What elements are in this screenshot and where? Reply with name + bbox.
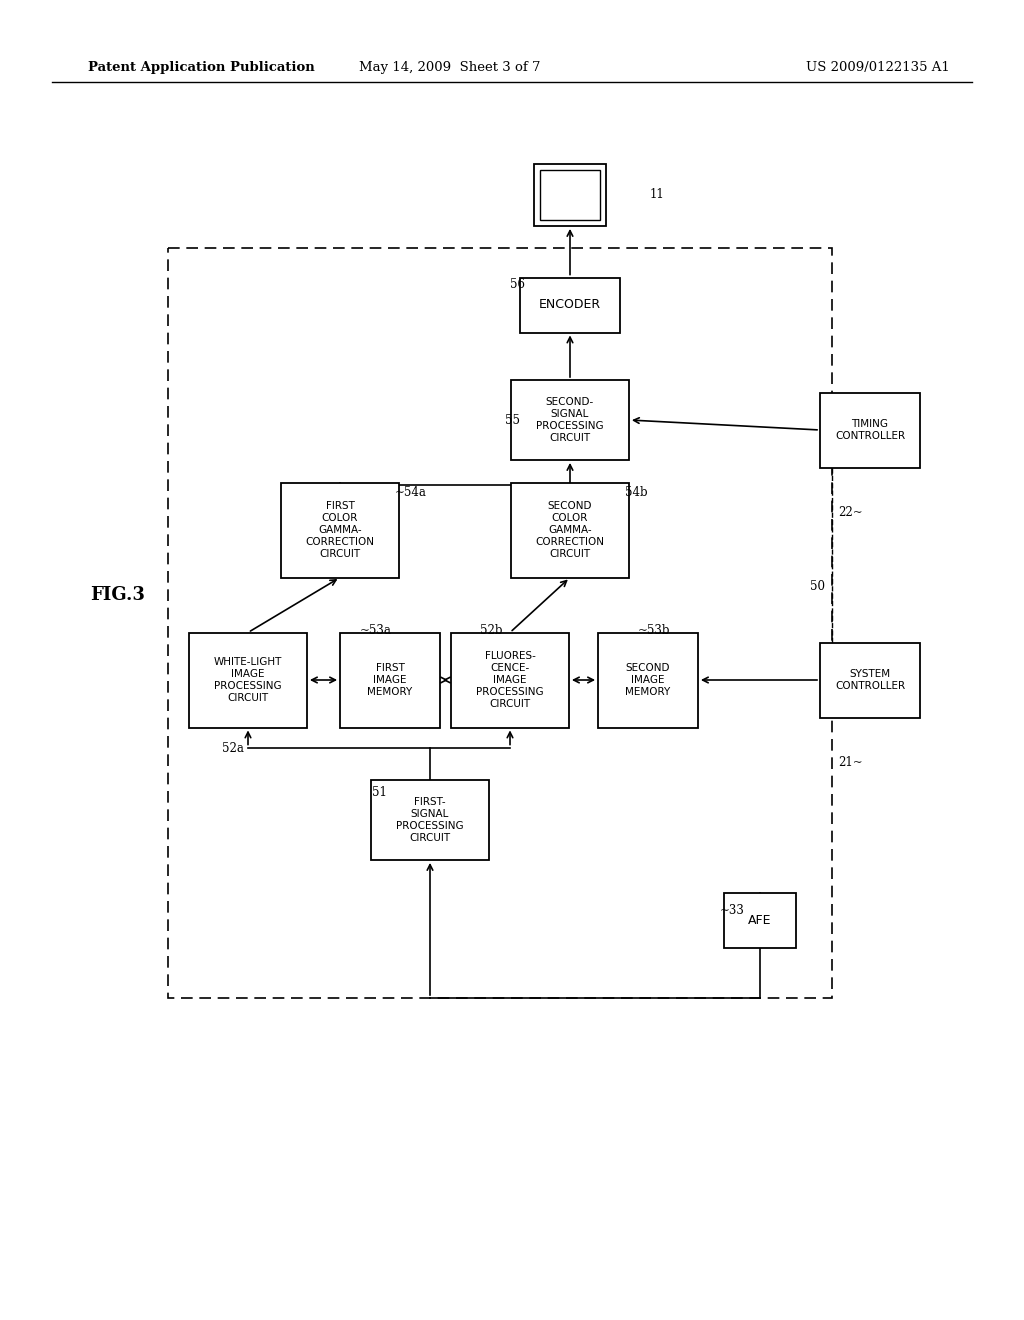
Bar <box>189 632 307 727</box>
Bar <box>820 392 920 467</box>
Bar <box>340 632 440 727</box>
Text: FLUORES-
CENCE-
IMAGE
PROCESSING
CIRCUIT: FLUORES- CENCE- IMAGE PROCESSING CIRCUIT <box>476 651 544 709</box>
Text: WHITE-LIGHT
IMAGE
PROCESSING
CIRCUIT: WHITE-LIGHT IMAGE PROCESSING CIRCUIT <box>214 657 283 704</box>
Bar <box>820 643 920 718</box>
Bar <box>168 248 831 998</box>
Text: 52b: 52b <box>480 623 503 636</box>
Bar <box>511 380 629 459</box>
Bar <box>520 277 620 333</box>
Text: SECOND-
SIGNAL
PROCESSING
CIRCUIT: SECOND- SIGNAL PROCESSING CIRCUIT <box>537 397 604 444</box>
Text: FIRST
COLOR
GAMMA-
CORRECTION
CIRCUIT: FIRST COLOR GAMMA- CORRECTION CIRCUIT <box>305 502 375 558</box>
Bar <box>534 164 606 226</box>
Bar <box>724 892 796 948</box>
Text: FIRST
IMAGE
MEMORY: FIRST IMAGE MEMORY <box>368 663 413 697</box>
Text: SECOND
COLOR
GAMMA-
CORRECTION
CIRCUIT: SECOND COLOR GAMMA- CORRECTION CIRCUIT <box>536 502 604 558</box>
Bar <box>281 483 399 578</box>
Text: 11: 11 <box>650 189 665 202</box>
Text: ~53a: ~53a <box>360 623 392 636</box>
Text: FIRST-
SIGNAL
PROCESSING
CIRCUIT: FIRST- SIGNAL PROCESSING CIRCUIT <box>396 797 464 843</box>
Text: 22~: 22~ <box>838 507 862 520</box>
Text: ENCODER: ENCODER <box>539 298 601 312</box>
Text: TIMING
CONTROLLER: TIMING CONTROLLER <box>835 418 905 441</box>
Text: AFE: AFE <box>749 913 772 927</box>
Text: SECOND
IMAGE
MEMORY: SECOND IMAGE MEMORY <box>626 663 671 697</box>
Text: 52a: 52a <box>222 742 244 755</box>
Text: 54b: 54b <box>625 486 647 499</box>
Text: ~53b: ~53b <box>638 623 671 636</box>
Text: SYSTEM
CONTROLLER: SYSTEM CONTROLLER <box>835 669 905 690</box>
Bar <box>451 632 569 727</box>
Bar <box>598 632 698 727</box>
Text: Patent Application Publication: Patent Application Publication <box>88 62 314 74</box>
Text: May 14, 2009  Sheet 3 of 7: May 14, 2009 Sheet 3 of 7 <box>359 62 541 74</box>
Text: 55: 55 <box>505 413 520 426</box>
Text: ~33: ~33 <box>720 903 744 916</box>
Bar <box>540 170 600 220</box>
Text: 21~: 21~ <box>838 756 862 770</box>
Text: 56: 56 <box>510 277 525 290</box>
Text: 50: 50 <box>810 581 825 594</box>
Text: FIG.3: FIG.3 <box>90 586 145 605</box>
Bar <box>511 483 629 578</box>
Bar <box>371 780 489 861</box>
Text: ~54a: ~54a <box>395 486 427 499</box>
Text: 51: 51 <box>372 787 387 800</box>
Text: US 2009/0122135 A1: US 2009/0122135 A1 <box>806 62 950 74</box>
